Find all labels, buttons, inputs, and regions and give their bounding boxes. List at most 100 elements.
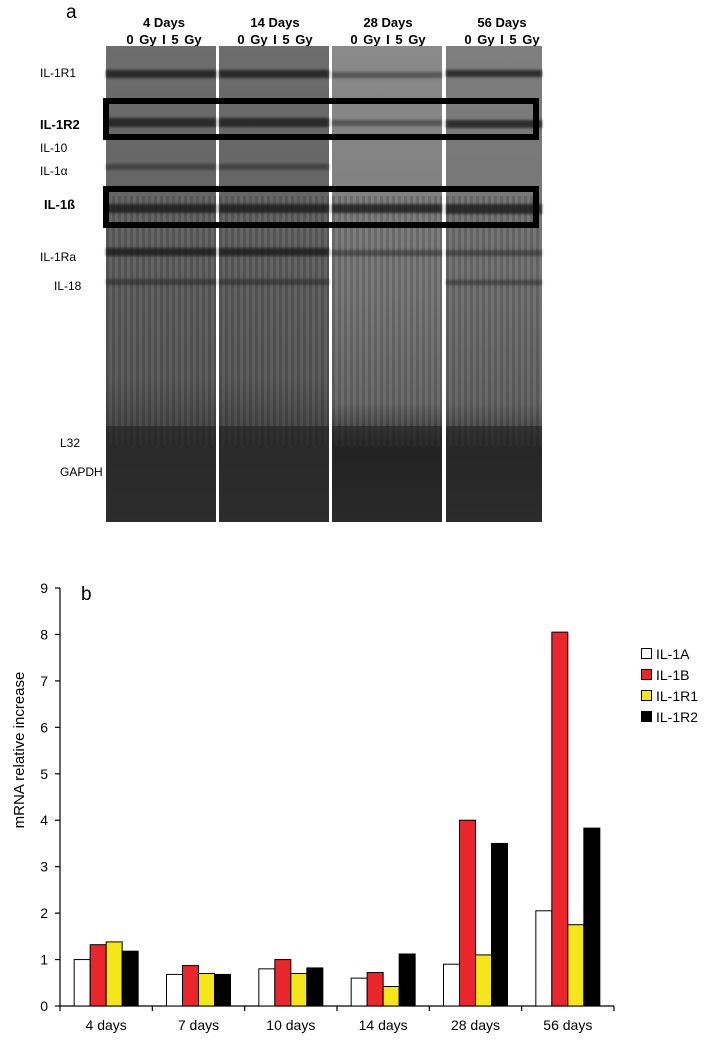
legend-swatch [641, 648, 652, 659]
bar-il-1r1-7-days [198, 972, 215, 1007]
band-il-1b [332, 204, 442, 213]
gel-dark-region [332, 426, 442, 522]
bar-il-1b-10-days [274, 959, 292, 1007]
bar-il-1b-7-days [182, 965, 199, 1007]
band-il-1b [446, 204, 542, 214]
gene-label-il-18: IL-18 [54, 279, 82, 293]
x-tick-label: 7 days [178, 1017, 219, 1033]
legend-item-il-1r1: IL-1R1 [641, 685, 698, 706]
column-header-4-days: 4 Days 0 Gy I 5 Gy [108, 14, 220, 48]
gel-block-56-days [446, 46, 542, 522]
bar-il-1a-28-days [443, 963, 460, 1007]
gene-label-gapdh: GAPDH [60, 465, 103, 479]
bar-il-1a-56-days [535, 910, 553, 1007]
band-il-1b [219, 204, 329, 213]
column-header-56-days: 56 Days 0 Gy I 5 Gy [446, 14, 558, 48]
band-il-18 [106, 279, 216, 285]
x-tick-label: 10 days [266, 1017, 315, 1033]
gel-dark-region [106, 426, 216, 522]
bar-il-1b-14-days [366, 972, 384, 1007]
bar-il-1a-4-days [73, 959, 91, 1007]
bar-il-1r2-7-days [214, 973, 231, 1007]
y-tick-label: 8 [40, 626, 48, 642]
gel-block-4-days [106, 46, 216, 522]
x-tick-label: 4 days [86, 1017, 127, 1033]
column-title: 56 Days [477, 15, 527, 30]
column-title: 4 Days [143, 15, 185, 30]
bar-il-1r2-4-days [121, 950, 139, 1007]
band-il-1r1 [446, 70, 542, 77]
bars [73, 631, 601, 1007]
gene-label-il-1-beta: IL-1ß [44, 197, 76, 212]
y-tick-label: 7 [40, 673, 48, 689]
band-il-1r2 [446, 120, 542, 128]
y-axis-label: mRNA relative increase [11, 672, 28, 829]
y-tick-label: 2 [40, 905, 48, 921]
bar-il-1r1-10-days [290, 972, 308, 1007]
band-il-1r2 [219, 118, 329, 127]
band-il-1ra [332, 250, 442, 256]
band-il-18 [446, 280, 542, 285]
bar-il-1b-4-days [89, 944, 107, 1007]
x-tick-label: 28 days [451, 1017, 500, 1033]
legend-item-il-1a: IL-1A [641, 643, 698, 664]
column-subtitle: 0 Gy I 5 Gy [464, 32, 540, 47]
highlight-box-il-1r2 [103, 98, 539, 140]
gel-dark-region [219, 426, 329, 522]
panel-a-letter: a [66, 2, 77, 23]
gel-dark-region [446, 426, 542, 522]
band-il-1r1 [332, 72, 442, 78]
bar-il-1a-7-days [166, 973, 183, 1007]
x-axis: 4 days 7 days 10 days 14 days 28 days 56 days [59, 1005, 615, 1033]
legend-label: IL-1B [656, 666, 690, 683]
gel-panel: a 4 Days 0 Gy I 5 Gy 14 Days 0 Gy I 5 Gy… [40, 2, 558, 522]
bar-il-1r2-14-days [398, 953, 416, 1007]
gel-smear [446, 196, 542, 446]
x-tick-label: 14 days [359, 1017, 408, 1033]
gel-block-28-days [332, 46, 442, 522]
gene-label-il-10: IL-10 [40, 141, 68, 155]
bar-il-1r2-56-days [583, 827, 601, 1007]
band-il-18 [219, 279, 329, 285]
bar-il-1r1-14-days [382, 985, 400, 1007]
band-il-1a [219, 164, 329, 170]
band-il-1r2 [106, 118, 216, 127]
gel-smear [332, 196, 442, 446]
gel-smear [106, 196, 216, 446]
gene-label-l32: L32 [60, 436, 81, 450]
gel-block-14-days [219, 46, 329, 522]
column-subtitle: 0 Gy I 5 Gy [350, 32, 426, 47]
bar-il-1r2-28-days [491, 842, 508, 1007]
legend-label: IL-1A [656, 645, 690, 662]
band-il-1r1 [219, 70, 329, 78]
band-il-1ra [106, 248, 216, 256]
bar-il-1r1-4-days [105, 941, 123, 1007]
legend-swatch [641, 711, 652, 722]
bar-il-1r1-56-days [567, 924, 585, 1007]
y-axis: 0 1 2 3 4 5 6 7 8 9 [40, 580, 61, 1014]
bar-il-1r2-10-days [306, 967, 324, 1007]
y-tick-label: 1 [40, 952, 48, 968]
legend-label: IL-1R1 [656, 687, 699, 704]
gene-label-il-1r2: IL-1R2 [40, 117, 80, 132]
bar-il-1a-14-days [350, 977, 368, 1007]
bar-il-1b-28-days [459, 819, 476, 1007]
column-title: 14 Days [250, 15, 300, 30]
column-header-28-days: 28 Days 0 Gy I 5 Gy [332, 14, 444, 48]
y-tick-label: 9 [40, 580, 48, 596]
y-tick-label: 6 [40, 719, 48, 735]
band-il-1b [106, 204, 216, 213]
panel-b-letter: b [81, 584, 92, 605]
bar-il-1r1-28-days [475, 954, 492, 1007]
column-subtitle: 0 Gy I 5 Gy [237, 32, 313, 47]
y-tick-label: 0 [40, 998, 48, 1014]
x-tick-label: 56 days [543, 1017, 592, 1033]
y-tick-label: 3 [40, 859, 48, 875]
legend-swatch [641, 690, 652, 701]
band-il-1r1 [106, 70, 216, 78]
y-tick-label: 5 [40, 766, 48, 782]
gene-label-il-1ra: IL-1Ra [40, 250, 77, 264]
legend-label: IL-1R2 [656, 708, 699, 725]
column-title: 28 Days [363, 15, 413, 30]
